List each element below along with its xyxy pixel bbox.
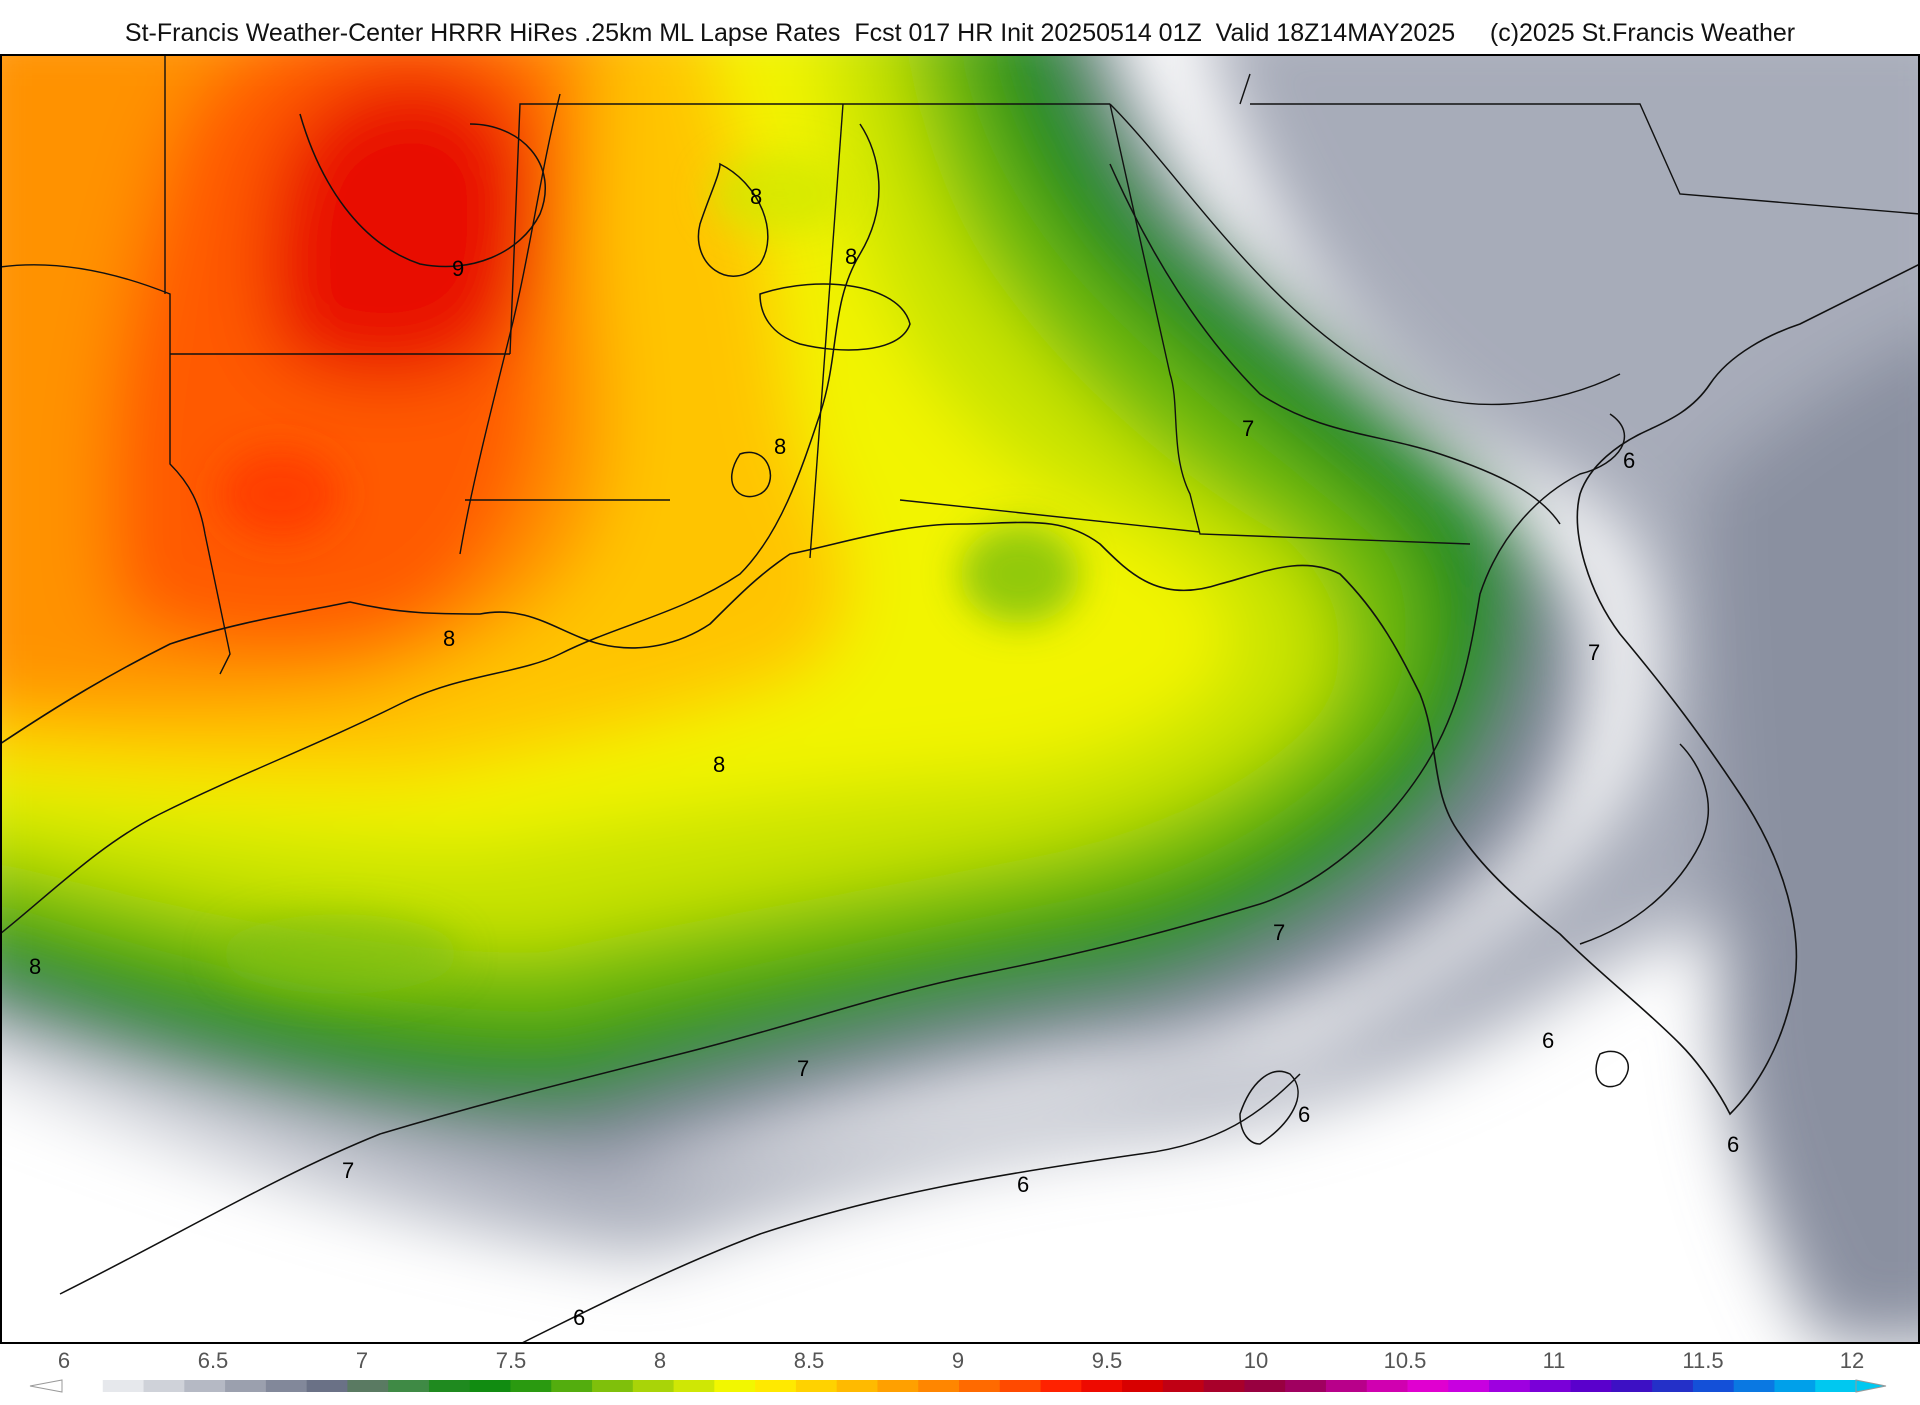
contour-label: 7 — [342, 1158, 354, 1183]
colorbar-swatch — [225, 1380, 267, 1392]
colorbar-tick-label: 6 — [58, 1348, 70, 1373]
colorbar-swatches — [62, 1380, 1857, 1392]
contour-label: 6 — [573, 1305, 585, 1330]
colorbar-swatch — [999, 1380, 1042, 1392]
colorbar-swatch — [102, 1380, 145, 1392]
colorbar-swatch — [1529, 1380, 1572, 1392]
colorbar-swatch — [1366, 1380, 1409, 1392]
contour-6 — [519, 1073, 1301, 1344]
contour-label: 8 — [750, 184, 762, 209]
colorbar-swatch — [877, 1380, 919, 1392]
colorbar-swatch — [428, 1380, 471, 1392]
contour-labels: 9 8 8 8 8 8 8 7 7 7 7 7 6 6 6 6 6 6 — [29, 184, 1739, 1330]
colorbar-tick-label: 10.5 — [1384, 1348, 1427, 1373]
colorbar-tick-label: 6.5 — [198, 1348, 229, 1373]
map-frame — [0, 54, 1920, 1344]
colorbar-swatch — [1081, 1380, 1123, 1392]
colorbar-swatch — [1692, 1380, 1735, 1392]
contour-label: 6 — [1623, 448, 1635, 473]
colorbar-swatch — [1570, 1380, 1612, 1392]
colorbar-swatch — [1774, 1380, 1816, 1392]
colorbar-swatch — [388, 1380, 430, 1392]
colorbar-min-arrow — [29, 1379, 63, 1393]
contour-8 — [0, 123, 880, 935]
colorbar-swatch — [918, 1380, 960, 1392]
colorbar-swatch — [347, 1380, 389, 1392]
colorbar-swatch — [1815, 1380, 1857, 1392]
colorbar-swatch — [632, 1380, 675, 1392]
colorbar-swatch — [1733, 1380, 1776, 1392]
colorbar-tick-label: 11 — [1543, 1348, 1566, 1373]
colorbar-swatch — [551, 1380, 593, 1392]
colorbar-swatch — [592, 1380, 634, 1392]
colorbar-swatch — [673, 1380, 715, 1392]
colorbar-swatch — [1203, 1380, 1246, 1392]
contour-label: 8 — [29, 954, 41, 979]
lapse-rate-map: 9 8 8 8 8 8 8 7 7 7 7 7 6 6 6 6 6 6 — [0, 54, 1920, 1344]
colorbar-swatch — [469, 1380, 512, 1392]
coastline — [0, 263, 1920, 1116]
state-boundaries — [0, 54, 1920, 675]
contour-label: 8 — [774, 434, 786, 459]
colorbar-swatch — [1448, 1380, 1490, 1392]
colorbar-swatch — [1611, 1380, 1653, 1392]
map-title: St-Francis Weather-Center HRRR HiRes .25… — [124, 19, 1796, 47]
contour-9 — [299, 113, 546, 268]
contour-label: 7 — [1588, 640, 1600, 665]
contour-label: 8 — [443, 626, 455, 651]
contour-7 — [59, 413, 1626, 1295]
colorbar-tick-label: 7.5 — [496, 1348, 527, 1373]
colorbar-swatch — [1489, 1380, 1531, 1392]
contour-label: 8 — [845, 244, 857, 269]
colorbar-tick-label: 10 — [1244, 1348, 1268, 1373]
contour-label: 9 — [452, 256, 464, 281]
colorbar-swatch — [1652, 1380, 1694, 1392]
colorbar-swatch — [1285, 1380, 1327, 1392]
contour-label: 6 — [1017, 1172, 1029, 1197]
colorbar-swatch — [143, 1380, 185, 1392]
colorbar-tick-label: 7 — [356, 1348, 368, 1373]
contour-label: 6 — [1727, 1132, 1739, 1157]
colorbar-swatch — [836, 1380, 879, 1392]
lapse-rate-field — [2, 56, 1918, 1342]
colorbar-max-arrow — [1855, 1379, 1887, 1393]
colorbar-swatch — [1407, 1380, 1449, 1392]
contour-label: 7 — [1273, 920, 1285, 945]
colorbar-tick-label: 9.5 — [1092, 1348, 1123, 1373]
contour-lines — [0, 113, 1709, 1344]
colorbar-swatch — [306, 1380, 349, 1392]
colorbar-swatch — [714, 1380, 756, 1392]
colorbar-tick-label: 11.5 — [1682, 1348, 1723, 1373]
colorbar-swatch — [62, 1380, 104, 1392]
colorbar-swatch — [1162, 1380, 1205, 1392]
colorbar-tick-label: 8.5 — [794, 1348, 825, 1373]
contour-label: 7 — [1242, 416, 1254, 441]
colorbar-tick-label: 8 — [654, 1348, 666, 1373]
colorbar-swatch — [795, 1380, 838, 1392]
contour-label: 7 — [797, 1056, 809, 1081]
colorbar-swatch — [959, 1380, 1001, 1392]
colorbar-swatch — [510, 1380, 552, 1392]
colorbar-swatch — [1244, 1380, 1286, 1392]
contour-label: 6 — [1298, 1102, 1310, 1127]
contour-label: 6 — [1542, 1028, 1554, 1053]
colorbar-tick-label: 9 — [952, 1348, 964, 1373]
colorbar-swatch — [184, 1380, 226, 1392]
colorbar-swatch — [1040, 1380, 1082, 1392]
colorbar-swatch — [755, 1380, 797, 1392]
contour-label: 8 — [713, 752, 725, 777]
colorbar-tick-labels: 6 6.5 7 7.5 8 8.5 9 9.5 10 10.5 11 11.5 12 — [58, 1348, 1864, 1373]
colorbar-swatch — [1122, 1380, 1164, 1392]
colorbar: 6 6.5 7 7.5 8 8.5 9 9.5 10 10.5 11 11.5 12 — [0, 1344, 1920, 1400]
colorbar-swatch — [1325, 1380, 1368, 1392]
colorbar-swatch — [265, 1380, 308, 1392]
colorbar-tick-label: 12 — [1840, 1348, 1864, 1373]
